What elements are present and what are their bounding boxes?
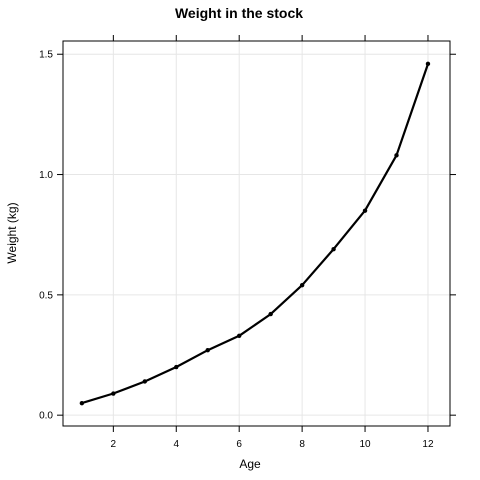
data-point (236, 333, 242, 338)
data-point (268, 311, 273, 317)
x-tick-label: 12 (422, 439, 434, 450)
x-tick-label: 4 (173, 439, 179, 450)
data-point (362, 208, 368, 213)
plot-frame (62, 40, 451, 427)
data-point (299, 283, 305, 288)
x-axis-label: Age (239, 457, 261, 471)
axis-ticks (57, 35, 456, 432)
y-tick-label: 0.5 (39, 290, 53, 301)
x-tick-labels: 2 4 6 8 10 12 (111, 439, 434, 450)
x-tick-label: 10 (359, 439, 371, 450)
data-point (142, 379, 148, 384)
data-point (111, 391, 116, 396)
series-line (81, 63, 430, 405)
data-point (394, 153, 399, 158)
x-tick-label: 8 (299, 439, 305, 450)
y-axis-label: Weight (kg) (5, 202, 19, 263)
x-tick-label: 2 (111, 439, 117, 450)
data-point (79, 400, 85, 406)
x-tick-label: 6 (236, 439, 242, 450)
y-tick-label: 1.0 (39, 170, 53, 181)
data-point (174, 364, 179, 370)
data-point (331, 246, 336, 252)
y-tick-labels: 0.0 0.5 1.0 1.5 (39, 50, 53, 422)
grid (63, 41, 450, 426)
data-point (425, 61, 431, 67)
series-group (79, 61, 431, 406)
chart-title: Weight in the stock (175, 5, 303, 21)
data-point (205, 348, 210, 353)
y-tick-label: 1.5 (39, 50, 53, 61)
y-tick-label: 0.0 (39, 411, 53, 422)
